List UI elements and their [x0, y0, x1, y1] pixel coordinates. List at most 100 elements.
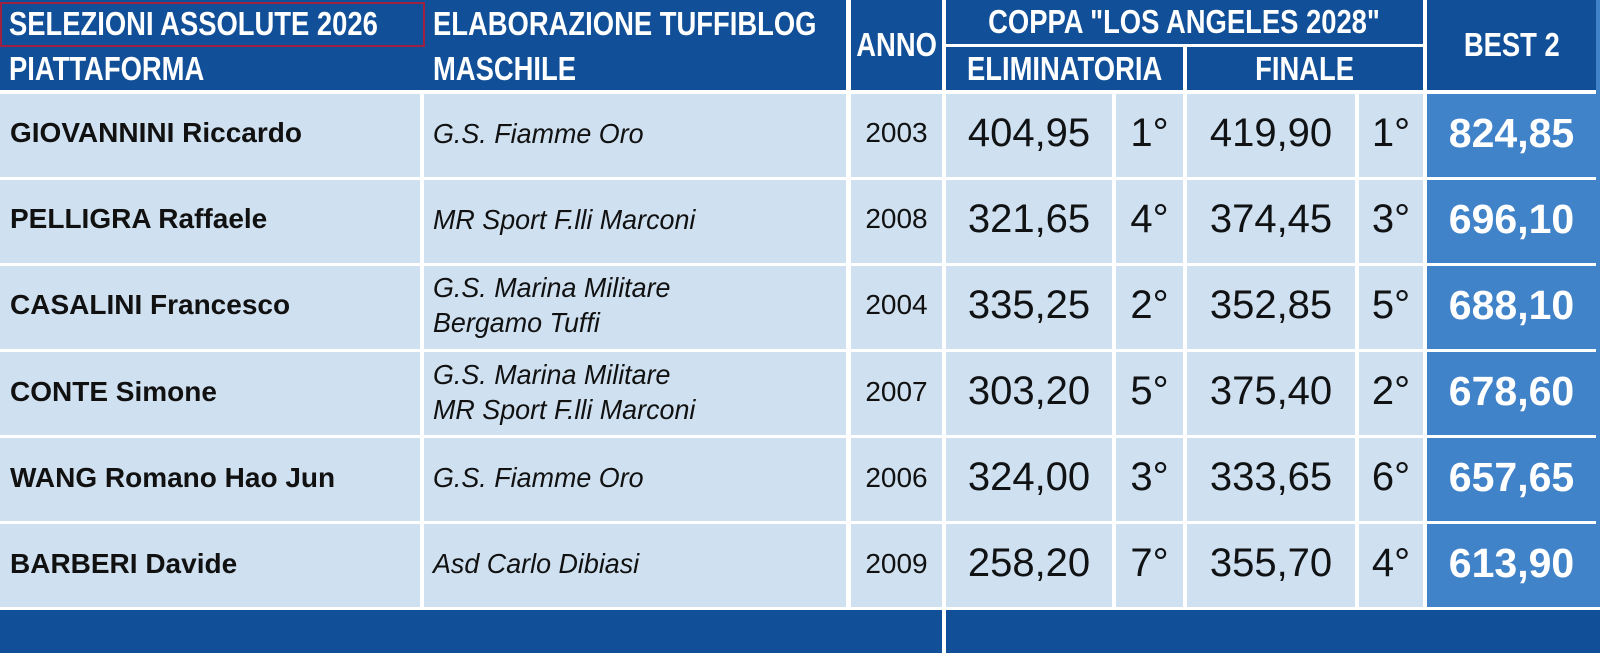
- final-rank-text: 1°: [1371, 110, 1411, 155]
- elim-score-text: 303,20: [967, 369, 1091, 414]
- best2-total-text: 613,90: [1448, 540, 1575, 587]
- elim-rank: 3°: [1116, 438, 1183, 521]
- athlete-club: G.S. Marina Militare MR Sport F.lli Marco…: [424, 352, 846, 435]
- athlete-name: CONTE Simone: [0, 352, 420, 435]
- elim-rank-text: 3°: [1130, 455, 1169, 500]
- athlete-name-text: GIOVANNINI Riccardo: [10, 117, 302, 149]
- final-rank: 5°: [1359, 266, 1423, 349]
- athlete-name-text: CASALINI Francesco: [10, 289, 291, 321]
- elim-rank: 4°: [1116, 180, 1183, 263]
- footer-bar-right: [946, 609, 1600, 654]
- athlete-year-text: 2007: [865, 375, 928, 407]
- final-score: 355,70: [1187, 524, 1355, 607]
- athlete-name-text: CONTE Simone: [10, 375, 217, 407]
- final-score-text: 333,65: [1209, 455, 1333, 500]
- header-subtitle-text: PIATTAFORMA: [9, 49, 205, 87]
- elim-rank-text: 2°: [1130, 282, 1169, 327]
- header-anno: ANNO: [851, 0, 942, 90]
- best2-total: 696,10: [1427, 180, 1596, 263]
- final-rank-text: 5°: [1371, 282, 1411, 327]
- footer-bar-left: [0, 609, 942, 654]
- final-score: 419,90: [1187, 94, 1355, 177]
- final-score: 375,40: [1187, 352, 1355, 435]
- final-rank: 1°: [1359, 94, 1423, 177]
- best2-total-text: 678,60: [1448, 368, 1575, 415]
- elim-score: 303,20: [946, 352, 1112, 435]
- elim-rank-text: 4°: [1130, 196, 1169, 241]
- best2-total-text: 657,65: [1448, 454, 1575, 501]
- elim-score-text: 404,95: [967, 110, 1091, 155]
- athlete-year: 2004: [851, 266, 942, 349]
- elim-rank: 1°: [1116, 94, 1183, 177]
- header-eliminatoria-text: ELIMINATORIA: [966, 49, 1163, 87]
- athlete-name: GIOVANNINI Riccardo: [0, 94, 420, 177]
- final-rank: 3°: [1359, 180, 1423, 263]
- header-category: MASCHILE: [424, 47, 846, 90]
- athlete-year: 2007: [851, 352, 942, 435]
- final-score-text: 419,90: [1209, 110, 1333, 155]
- elim-score: 258,20: [946, 524, 1112, 607]
- athlete-year-text: 2006: [865, 461, 928, 493]
- elim-rank: 5°: [1116, 352, 1183, 435]
- athlete-club: G.S. Marina Militare Bergamo Tuffi: [424, 266, 846, 349]
- athlete-name-text: WANG Romano Hao Jun: [10, 461, 336, 493]
- final-rank: 6°: [1359, 438, 1423, 521]
- athlete-year-text: 2008: [865, 203, 928, 235]
- athlete-club: MR Sport F.lli Marconi: [424, 180, 846, 263]
- athlete-name: CASALINI Francesco: [0, 266, 420, 349]
- best2-total: 613,90: [1427, 524, 1596, 607]
- athlete-name: PELLIGRA Raffaele: [0, 180, 420, 263]
- club-line-1: G.S. Marina Militare: [433, 272, 671, 304]
- athlete-year: 2006: [851, 438, 942, 521]
- header-source: ELABORAZIONE TUFFIBLOG: [424, 0, 846, 47]
- final-rank-text: 2°: [1371, 369, 1411, 414]
- final-rank: 4°: [1359, 524, 1423, 607]
- header-eliminatoria: ELIMINATORIA: [946, 47, 1183, 90]
- header-category-text: MASCHILE: [433, 49, 577, 87]
- best2-total-text: 824,85: [1448, 109, 1575, 156]
- athlete-club: G.S. Fiamme Oro: [424, 94, 846, 177]
- elim-score: 404,95: [946, 94, 1112, 177]
- elim-rank-text: 5°: [1130, 369, 1169, 414]
- best2-total-text: 696,10: [1448, 195, 1575, 242]
- athlete-year-text: 2009: [865, 547, 928, 579]
- final-rank-text: 4°: [1371, 541, 1411, 586]
- right-edge-strip: [1596, 0, 1600, 607]
- final-score: 333,65: [1187, 438, 1355, 521]
- elim-score: 335,25: [946, 266, 1112, 349]
- best2-total: 678,60: [1427, 352, 1596, 435]
- club-line-1: G.S. Fiamme Oro: [433, 462, 644, 494]
- elim-score: 324,00: [946, 438, 1112, 521]
- final-score-text: 375,40: [1209, 369, 1333, 414]
- header-subtitle: PIATTAFORMA: [0, 47, 424, 90]
- final-score-text: 355,70: [1209, 541, 1333, 586]
- athlete-club: G.S. Fiamme Oro: [424, 438, 846, 521]
- athlete-club: Asd Carlo Dibiasi: [424, 524, 846, 607]
- elim-rank-text: 1°: [1130, 110, 1169, 155]
- club-line-1: Asd Carlo Dibiasi: [433, 548, 640, 580]
- best2-total: 688,10: [1427, 266, 1596, 349]
- final-score: 374,45: [1187, 180, 1355, 263]
- header-anno-text: ANNO: [856, 26, 937, 63]
- final-score-text: 352,85: [1209, 282, 1333, 327]
- club-line-1: MR Sport F.lli Marconi: [433, 203, 696, 235]
- best2-total: 657,65: [1427, 438, 1596, 521]
- athlete-year-text: 2004: [865, 289, 928, 321]
- athlete-name-text: BARBERI Davide: [10, 547, 238, 579]
- athlete-name-text: PELLIGRA Raffaele: [10, 203, 268, 235]
- header-finale: FINALE: [1187, 47, 1423, 90]
- final-rank-text: 3°: [1371, 196, 1411, 241]
- club-line-2: MR Sport F.lli Marconi: [433, 393, 696, 425]
- elim-score-text: 258,20: [967, 541, 1091, 586]
- final-score-text: 374,45: [1209, 196, 1333, 241]
- club-line-1: G.S. Fiamme Oro: [433, 117, 644, 149]
- elim-score-text: 324,00: [967, 455, 1091, 500]
- header-title: SELEZIONI ASSOLUTE 2026: [0, 0, 424, 47]
- club-line-2: Bergamo Tuffi: [433, 307, 600, 339]
- elim-score: 321,65: [946, 180, 1112, 263]
- athlete-name: WANG Romano Hao Jun: [0, 438, 420, 521]
- elim-rank: 2°: [1116, 266, 1183, 349]
- athlete-year: 2003: [851, 94, 942, 177]
